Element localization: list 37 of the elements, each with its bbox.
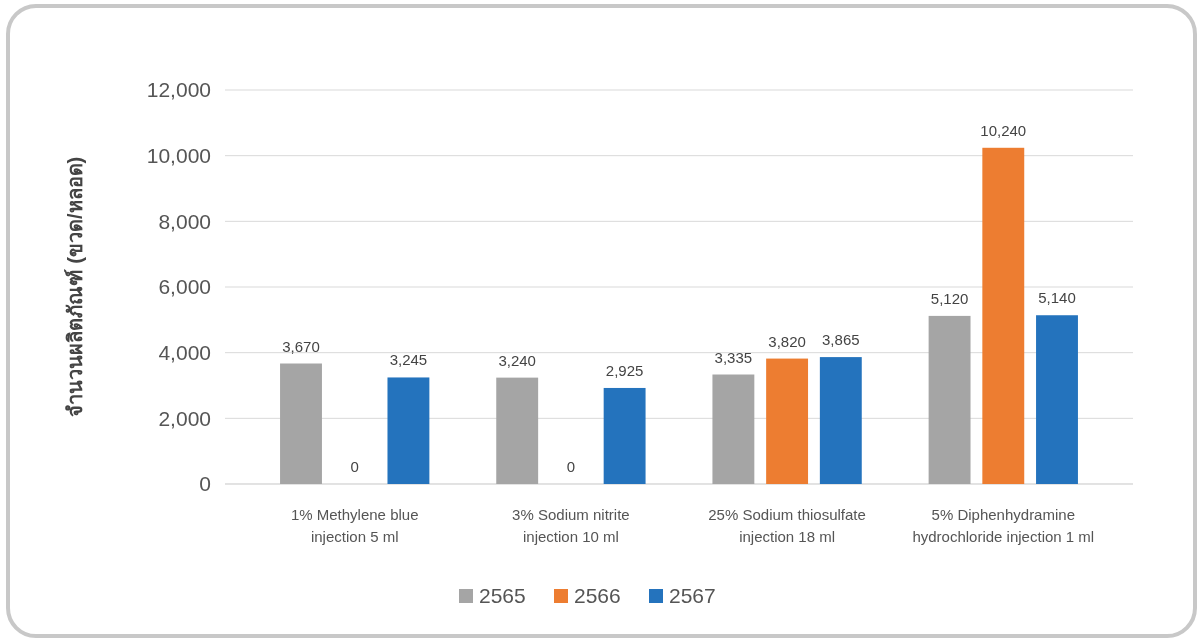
bar [1036, 315, 1078, 484]
legend-label: 2566 [574, 584, 621, 608]
data-label: 3,245 [389, 351, 428, 369]
bar [603, 387, 646, 484]
bar [819, 357, 862, 484]
data-label: 5,120 [930, 289, 969, 307]
x-tick-label: 1% Methylene blue injection 5 ml [290, 506, 419, 545]
data-label: 3,335 [714, 348, 753, 366]
data-label: 0 [566, 458, 576, 475]
data-label: 3,240 [498, 351, 536, 369]
data-label: 10,240 [980, 121, 1027, 139]
y-tick-label: 4,000 [158, 341, 211, 365]
legend-label: 2565 [479, 584, 526, 608]
bar [712, 374, 755, 484]
bar [280, 363, 322, 484]
data-label: 3,670 [282, 337, 320, 355]
data-label: 3,820 [768, 332, 806, 350]
x-tick-label: 3% Sodium nitrite injection 10 ml [512, 506, 630, 545]
legend-label: 2567 [669, 584, 716, 608]
bar [766, 358, 809, 484]
y-tick-label: 10,000 [146, 144, 211, 168]
bar [496, 377, 539, 484]
y-axis-title: จำนวนผลิตภัณฑ์ (ขวด/หลอด) [64, 156, 86, 418]
x-tick-label: 25% Sodium thiosulfate injection 18 ml [708, 506, 866, 545]
bar [387, 377, 430, 484]
bar [928, 315, 971, 484]
y-tick-label: 8,000 [158, 209, 211, 233]
data-label: 0 [350, 458, 359, 475]
data-label: 2,925 [605, 361, 644, 379]
bar [982, 147, 1025, 484]
data-label: 3,865 [822, 331, 860, 349]
y-tick-label: 12,000 [146, 78, 211, 102]
data-label: 5,140 [1038, 289, 1076, 307]
x-tick-label: 5% Diphenhydramine hydrochloride injection 1 ml [912, 506, 1095, 545]
y-tick-label: 2,000 [158, 406, 211, 430]
y-tick-label: 0 [199, 472, 211, 496]
y-tick-label: 6,000 [158, 275, 211, 299]
